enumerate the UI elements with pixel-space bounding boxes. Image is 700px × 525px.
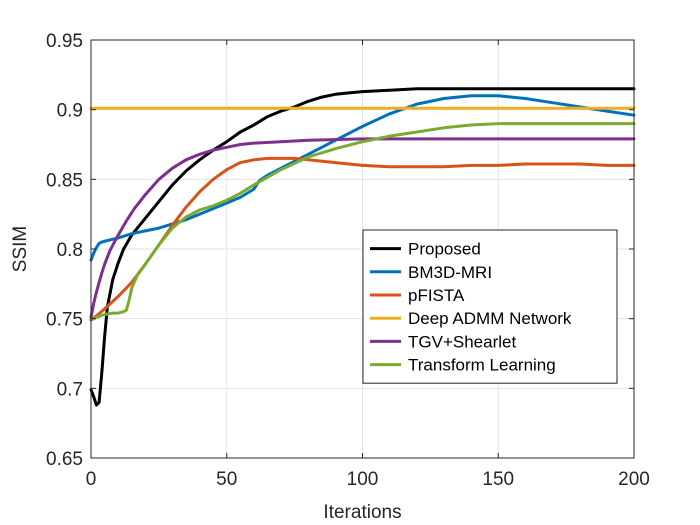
series-line-proposed xyxy=(89,87,636,407)
y-tick-label: 0.95 xyxy=(46,31,83,52)
legend-label-deep-admm-network: Deep ADMM Network xyxy=(408,309,572,328)
x-tick-label: 50 xyxy=(216,469,237,490)
y-tick-labels: 0.65 0.7 0.75 0.8 0.85 0.9 0.95 xyxy=(46,31,83,470)
x-tick-label: 200 xyxy=(618,469,650,490)
series-group xyxy=(89,87,636,407)
y-tick-label: 0.7 xyxy=(57,379,83,400)
legend-box xyxy=(362,229,618,384)
x-tick-label: 150 xyxy=(482,469,514,490)
series-line-transform-learning xyxy=(89,122,636,322)
y-tick-label: 0.8 xyxy=(57,240,83,261)
x-tick-label: 100 xyxy=(347,469,379,490)
legend-label-transform-learning: Transform Learning xyxy=(408,356,556,375)
y-axis-label: SSIM xyxy=(10,226,31,272)
legend-label-tgv-shearlet: TGV+Shearlet xyxy=(408,332,516,351)
x-tick-labels: 0 50 100 150 200 xyxy=(86,469,650,490)
legend-label-proposed: Proposed xyxy=(408,240,481,259)
tick-marks xyxy=(90,39,635,459)
y-tick-label: 0.9 xyxy=(57,101,83,122)
legend-label-pfista: pFISTA xyxy=(408,286,465,305)
y-tick-label: 0.65 xyxy=(46,449,83,470)
series-line-tgv-shearlet xyxy=(89,137,636,319)
x-axis-label: Iterations xyxy=(323,502,401,523)
legend: Proposed BM3D-MRI pFISTA Deep ADMM Network T… xyxy=(362,229,618,384)
y-tick-label: 0.85 xyxy=(46,170,83,191)
x-tick-label: 0 xyxy=(86,469,97,490)
y-tick-label: 0.75 xyxy=(46,310,83,331)
legend-label-bm3d-mri: BM3D-MRI xyxy=(408,263,492,282)
